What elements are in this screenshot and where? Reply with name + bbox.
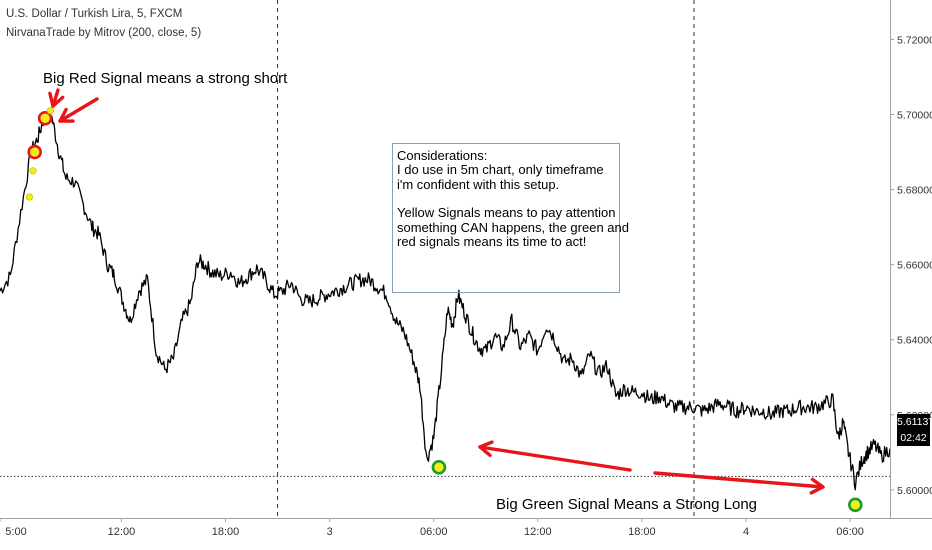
note-line: Considerations:	[397, 148, 488, 163]
red-signal-marker	[27, 144, 42, 160]
red-signal-arrow-short-head	[48, 91, 65, 108]
green-signal-arrow-left-head	[478, 440, 494, 457]
green-signal-marker	[431, 460, 447, 475]
red-signal-arrow	[58, 97, 99, 123]
note-blank-line	[397, 192, 615, 206]
y-tick-label: 5.70000	[897, 109, 932, 121]
yellow-signal-marker	[29, 167, 37, 175]
red-signal-arrow-head	[58, 107, 75, 123]
note-line: I do use in 5m chart, only timeframe	[397, 162, 604, 178]
red-signal-marker	[37, 110, 53, 126]
x-tick-label: 5:00	[5, 526, 26, 538]
green-signal-arrow-left	[478, 445, 632, 472]
y-tick-label: 5.60000	[897, 485, 932, 497]
last-price-tag: 5.61137	[897, 414, 932, 430]
annotation-arrows	[48, 88, 825, 495]
note-line: something CAN happens, the green and	[397, 219, 629, 235]
yellow-signal-marker	[25, 193, 34, 201]
green-signal-marker	[848, 497, 863, 513]
symbol-legend[interactable]: U.S. Dollar / Turkish Lira, 5, FXCM	[6, 8, 183, 20]
considerations-note: Considerations: I do use in 5m chart, on…	[392, 143, 629, 293]
y-tick-label: 5.64000	[897, 335, 932, 347]
red-signal-annotation: Big Red Signal means a strong short	[43, 70, 288, 87]
y-tick-label: 5.66000	[897, 260, 932, 272]
price-series-line	[0, 108, 891, 491]
green-signal-arrow-right-head	[809, 477, 825, 495]
yellow-signal-marker	[46, 107, 54, 115]
y-tick-label: 5.68000	[897, 185, 932, 197]
x-tick-label: 12:00	[108, 526, 136, 538]
note-line: i'm confident with this setup.	[397, 176, 560, 192]
x-tick-label: 3	[327, 526, 333, 538]
x-tick-label: 4	[743, 526, 749, 538]
x-tick-label: 18:00	[212, 526, 240, 538]
indicator-legend[interactable]: NirvanaTrade by Mitrov (200, close, 5)	[6, 27, 202, 39]
green-signal-arrow-right	[653, 471, 825, 489]
green-signal-annotation: Big Green Signal Means a Strong Long	[496, 496, 757, 513]
note-line: Yellow Signals means to pay attention	[397, 205, 616, 221]
bar-countdown-tag: 02:42	[897, 430, 930, 446]
note-line: red signals means its time to act!	[397, 234, 587, 250]
x-tick-label: 06:00	[420, 526, 448, 538]
y-tick-label: 5.72000	[897, 34, 932, 46]
x-tick-label: 18:00	[628, 526, 656, 538]
x-tick-label: 06:00	[836, 526, 864, 538]
x-tick-label: 12:00	[524, 526, 552, 538]
